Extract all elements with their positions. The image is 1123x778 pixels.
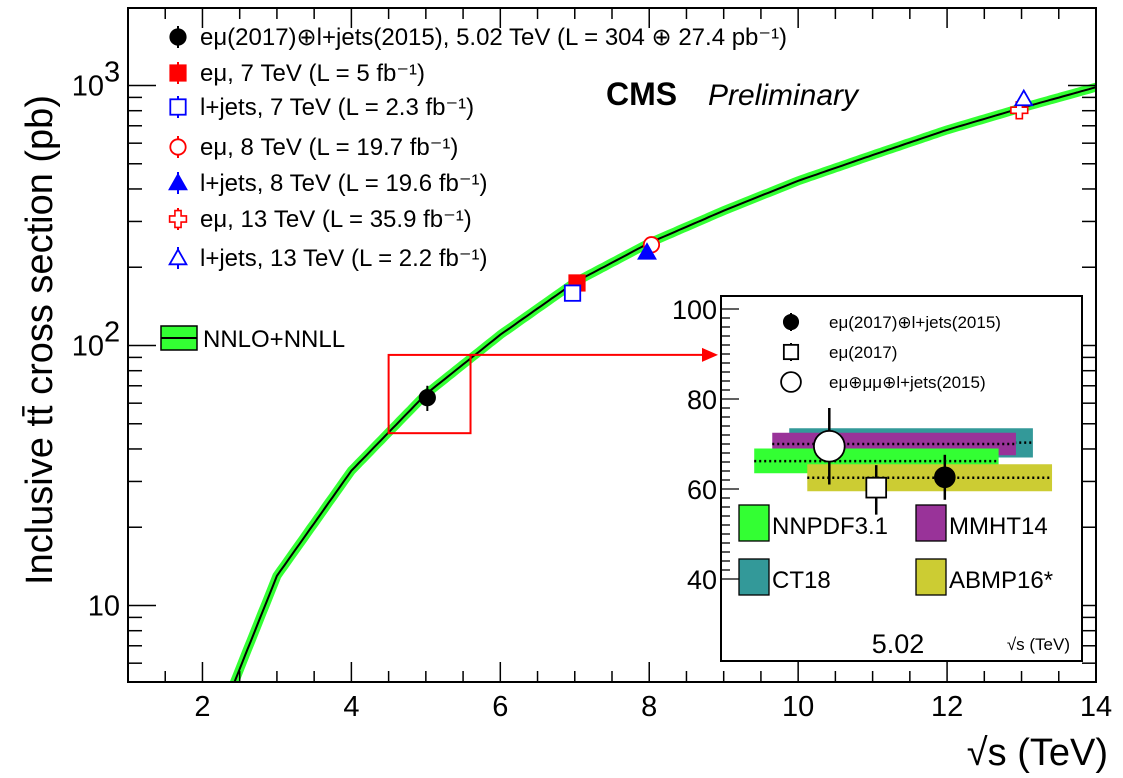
legend-marker — [169, 98, 187, 116]
x-tick-label: 14 — [1080, 691, 1112, 723]
inset-legend-marker — [780, 371, 802, 393]
x-tick-label: 4 — [343, 691, 359, 723]
data-point — [563, 284, 582, 302]
inset-y-tick-label: 60 — [687, 475, 717, 505]
legend-marker — [168, 247, 188, 266]
inset-pdf-swatch — [915, 558, 947, 596]
inset-panel: 40 60 80 100 eμ(2017)⊕l+jets(2015) eμ(2017) eμ… — [672, 295, 1083, 662]
inset-pdf-swatch — [738, 504, 770, 542]
legend-entry: eμ, 8 TeV (L = 19.7 fb⁻¹) — [200, 134, 458, 161]
inset-legend-entry: eμ(2017)⊕l+jets(2015) — [829, 313, 1001, 332]
data-point — [418, 389, 436, 407]
inset-pdf-label: CT18 — [772, 567, 831, 594]
legend-marker — [169, 138, 187, 156]
inset-x-tick-label: 5.02 — [872, 629, 925, 659]
x-tick-label: 6 — [492, 691, 508, 723]
y-tick-exponent: 3 — [104, 57, 120, 89]
x-tick-label: 10 — [782, 691, 814, 723]
legend-entry: l+jets, 8 TeV (L = 19.6 fb⁻¹) — [200, 170, 487, 197]
inset-legend-marker — [782, 343, 800, 361]
inset-legend-marker — [782, 313, 800, 331]
inset-legend-entry: eμ⊕μμ⊕l+jets(2015) — [829, 373, 986, 392]
inset-x-axis-title: √s (TeV) — [1007, 635, 1070, 654]
legend-marker — [168, 172, 188, 191]
inset-pdf-swatch — [915, 504, 947, 542]
inset-point — [934, 466, 956, 489]
inset-pdf-label: MMHT14 — [949, 513, 1048, 540]
legend-entry: NNLO+NNLL — [203, 326, 345, 353]
inset-y-tick-label: 40 — [687, 565, 717, 595]
inset-point — [812, 429, 846, 463]
status-label: Preliminary — [708, 79, 860, 112]
y-axis-title: Inclusive tt̄ cross section (pb) — [19, 95, 61, 585]
x-axis-title: √s (TeV) — [967, 732, 1108, 774]
data-point — [1013, 88, 1034, 107]
y-tick-label: 10 — [72, 331, 104, 363]
x-tick-label: 8 — [641, 691, 657, 723]
data-point — [637, 242, 657, 260]
legend-entry: eμ(2017)⊕l+jets(2015), 5.02 TeV (L = 304… — [200, 24, 787, 51]
x-tick-label: 2 — [194, 691, 210, 723]
inset-pdf-label: ABMP16* — [949, 567, 1053, 594]
inset-pdf-swatch — [738, 558, 770, 596]
legend-entry: eμ, 7 TeV (L = 5 fb⁻¹) — [200, 60, 425, 87]
zoom-box — [387, 353, 472, 435]
y-tick-label: 10 — [72, 71, 104, 103]
data-point — [1010, 101, 1029, 120]
experiment-label: CMS — [606, 76, 677, 112]
legend-marker — [169, 28, 187, 46]
legend-entry: eμ, 13 TeV (L = 35.9 fb⁻¹) — [200, 206, 472, 233]
zoom-arrow-head — [702, 347, 718, 362]
inset-point — [865, 476, 888, 499]
legend-marker — [168, 209, 188, 229]
legend-entry: l+jets, 13 TeV (L = 2.2 fb⁻¹) — [200, 245, 487, 272]
x-tick-label: 12 — [931, 691, 963, 723]
y-tick-label: 10 — [88, 591, 120, 623]
axis-labels-layer: CMS Preliminary √s (TeV) Inclusive tt̄ c… — [19, 76, 1108, 774]
inset-y-tick-label: 80 — [687, 385, 717, 415]
legend-marker — [169, 64, 187, 82]
y-tick-exponent: 2 — [104, 317, 120, 349]
inset-pdf-label: NNPDF3.1 — [772, 513, 888, 540]
inset-legend-entry: eμ(2017) — [829, 343, 897, 362]
legend-entry: l+jets, 7 TeV (L = 2.3 fb⁻¹) — [200, 94, 474, 121]
data-points-layer — [387, 88, 1034, 435]
inset-y-tick-label: 100 — [672, 295, 717, 325]
main-legend: eμ(2017)⊕l+jets(2015), 5.02 TeV (L = 304… — [160, 24, 787, 353]
